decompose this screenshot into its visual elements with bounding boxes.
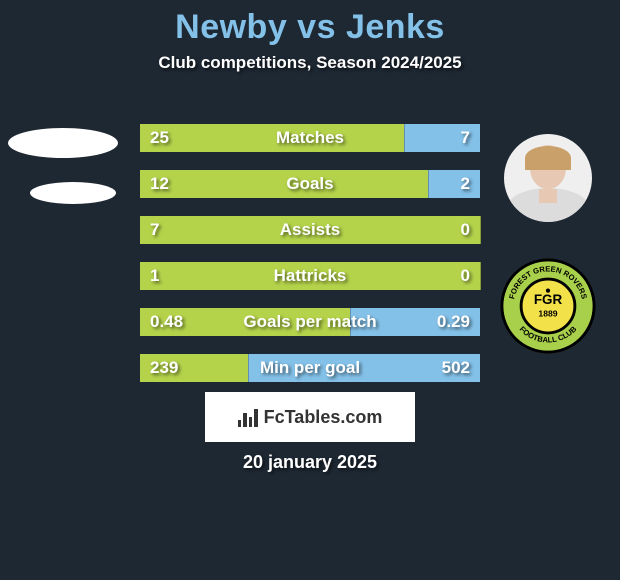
stat-label: Hattricks (274, 266, 347, 286)
stat-bar-goals: 12 Goals 2 (140, 170, 480, 198)
stat-label: Goals (286, 174, 333, 194)
stat-right-value: 0 (461, 220, 470, 240)
stat-left-value: 1 (150, 266, 159, 286)
stat-bar-hattricks: 1 Hattricks 0 (140, 262, 480, 290)
stat-right-value: 7 (461, 128, 470, 148)
stat-left-value: 7 (150, 220, 159, 240)
left-avatar-ellipse-2 (30, 182, 116, 204)
stat-label: Matches (276, 128, 344, 148)
dateline: 20 january 2025 (0, 452, 620, 473)
right-avatar (504, 134, 592, 222)
stat-right-value: 502 (442, 358, 470, 378)
stat-left-value: 239 (150, 358, 178, 378)
page-title: Newby vs Jenks (0, 0, 620, 47)
subtitle: Club competitions, Season 2024/2025 (0, 53, 620, 73)
right-club-crest: FOREST GREEN ROVERS FOOTBALL CLUB FGR 18… (500, 258, 596, 354)
left-avatar-ellipse-1 (8, 128, 118, 158)
crest-year: 1889 (538, 309, 557, 319)
crest-initials: FGR (534, 292, 563, 307)
stat-label: Goals per match (243, 312, 376, 332)
stat-label: Assists (280, 220, 340, 240)
stat-bar-min-per-goal: 239 Min per goal 502 (140, 354, 480, 382)
stat-right-value: 0 (461, 266, 470, 286)
stat-bar-assists: 7 Assists 0 (140, 216, 480, 244)
watermark-text: FcTables.com (264, 407, 383, 428)
stat-left-value: 12 (150, 174, 169, 194)
stat-left-value: 25 (150, 128, 169, 148)
stat-bar-goals-per-match: 0.48 Goals per match 0.29 (140, 308, 480, 336)
stat-left-value: 0.48 (150, 312, 183, 332)
stat-right-value: 0.29 (437, 312, 470, 332)
watermark: FcTables.com (205, 392, 415, 442)
stat-bars: 25 Matches 7 12 Goals 2 7 Assists 0 1 Hattricks 0 0.… (140, 124, 480, 400)
stat-right-value: 2 (461, 174, 470, 194)
comparison-grid: FOREST GREEN ROVERS FOOTBALL CLUB FGR 18… (0, 108, 620, 388)
stat-bar-matches: 25 Matches 7 (140, 124, 480, 152)
stat-label: Min per goal (260, 358, 360, 378)
bar-chart-icon (238, 407, 258, 427)
